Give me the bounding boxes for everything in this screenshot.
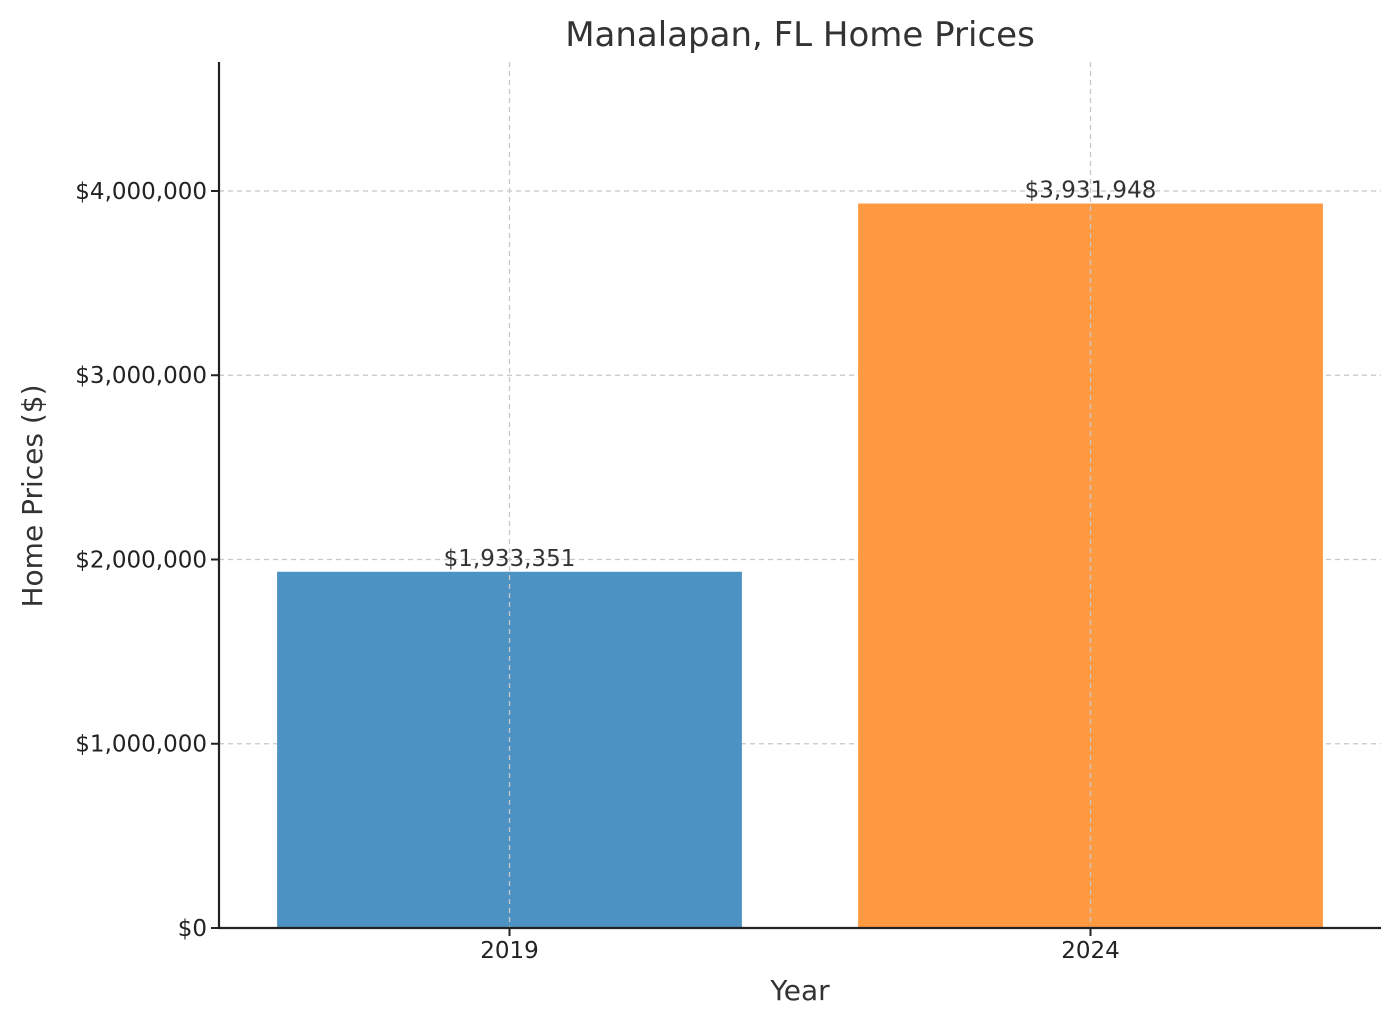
y-tick-label: $4,000,000 <box>75 179 207 205</box>
x-axis-label: Year <box>769 974 830 1007</box>
y-tick-label: $3,000,000 <box>75 363 207 389</box>
x-tick-label: 2024 <box>1061 938 1120 964</box>
y-tick-label: $2,000,000 <box>75 547 207 573</box>
data-label: $1,933,351 <box>444 546 576 572</box>
label-layer: $0 $1,000,000 $2,000,000 $3,000,000 $4,000,0… <box>75 178 1156 964</box>
x-grid-layer <box>508 62 1092 928</box>
y-tick-label: $0 <box>178 916 207 942</box>
axis-layer <box>211 62 1381 936</box>
x-tick-label: 2019 <box>480 938 539 964</box>
bar-layer <box>277 203 1323 928</box>
y-axis-label: Home Prices ($) <box>16 384 49 607</box>
y-tick-label: $1,000,000 <box>75 732 207 758</box>
chart-title: Manalapan, FL Home Prices <box>565 15 1035 55</box>
data-label: $3,931,948 <box>1025 178 1157 204</box>
